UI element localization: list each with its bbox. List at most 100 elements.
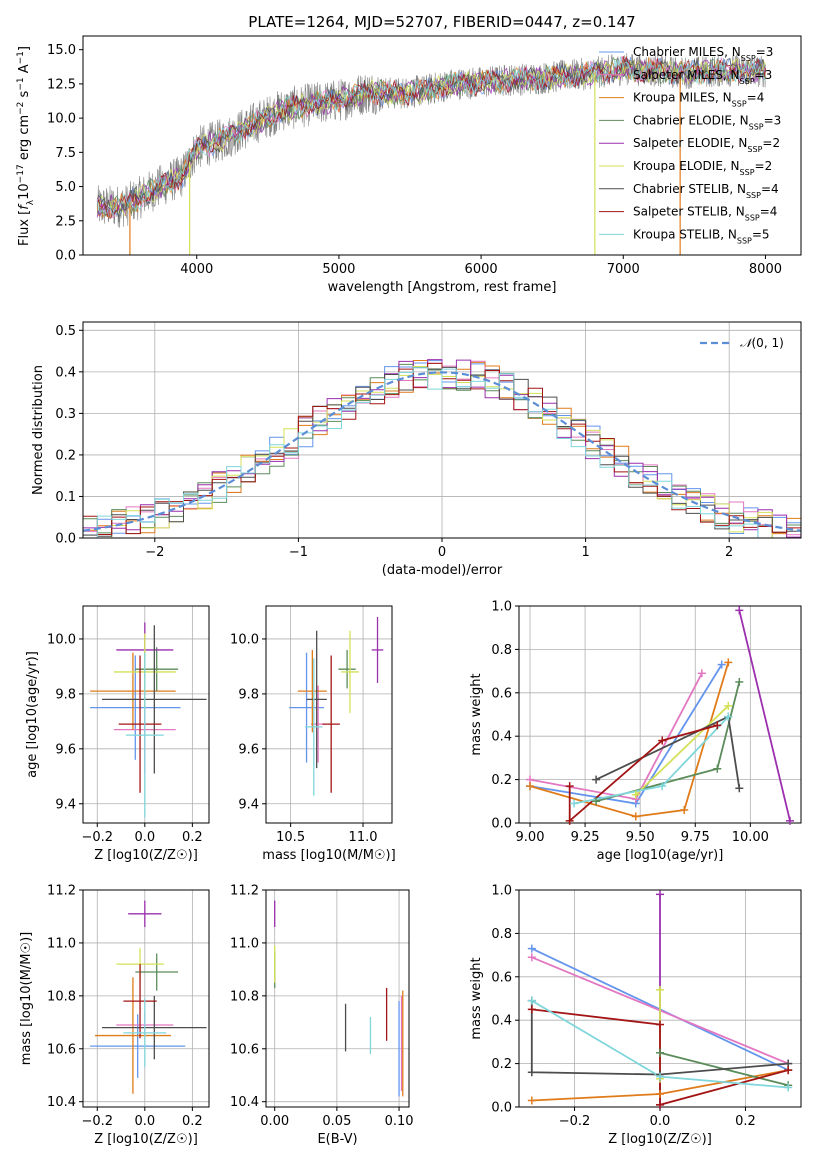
legend-sub: SSP xyxy=(732,99,747,108)
y-label-part: −1 xyxy=(16,51,26,64)
y-tick-label: 10.6 xyxy=(230,1042,259,1057)
y-axis-label: mass weight xyxy=(469,957,484,1039)
legend-value: =3 xyxy=(756,45,774,59)
y-label-part: A xyxy=(17,64,32,77)
plot-area xyxy=(83,359,801,538)
y-tick-label: 15.0 xyxy=(47,43,76,58)
axes-frame xyxy=(82,889,210,1108)
legend-name: Salpeter ELODIE, N xyxy=(633,136,747,150)
y-tick-label: 9.8 xyxy=(238,687,259,702)
y-tick-label: 0.2 xyxy=(491,1057,512,1072)
legend-sub: SSP xyxy=(737,236,752,245)
y-tick-label: 11.2 xyxy=(47,884,76,899)
y-tick-label: 10.8 xyxy=(230,989,259,1004)
y-label-part: −1 xyxy=(16,77,26,90)
x-tick-label: 5000 xyxy=(322,262,355,277)
legend-sub: SSP xyxy=(740,76,755,85)
spectrum-model-line xyxy=(96,59,766,218)
legend-value: (0, 1) xyxy=(752,336,784,350)
x-tick-label: 1 xyxy=(581,545,589,560)
plot-area xyxy=(96,53,766,255)
x-axis-label: E(B-V) xyxy=(317,1132,357,1147)
legend-name: Salpeter MILES, N xyxy=(633,68,740,82)
panel-weight_vs_age: 9.00 9.25 9.50 9.75 10.00 0.0 0.2 0.4 0.6 0.8 1.0 a… xyxy=(469,600,802,863)
panel-age_vs_mass: 10.5 11.0 9.4 9.6 9.8 10.0 mass [log10(M/M☉)] xyxy=(230,605,396,863)
legend-name: Kroupa MILES, N xyxy=(633,91,732,105)
legend-entry: Salpeter ELODIE, NSSP=2 xyxy=(633,136,780,154)
axes-frame xyxy=(82,605,210,824)
y-tick-label: 0.0 xyxy=(55,249,76,264)
x-tick-label: 0.0 xyxy=(134,830,155,845)
x-tick-label: 10.5 xyxy=(276,830,305,845)
y-tick-label: 0.4 xyxy=(491,1014,512,1029)
y-tick-label: 12.5 xyxy=(47,77,76,92)
axes-frame xyxy=(265,605,393,824)
x-axis-label: wavelength [Angstrom, rest frame] xyxy=(328,280,557,295)
y-tick-label: 0.6 xyxy=(491,970,512,985)
y-tick-label: 10.6 xyxy=(47,1042,76,1057)
x-axis-label: mass [log10(M/M☉)] xyxy=(262,848,395,863)
panel-spectrum: 4000 5000 6000 7000 8000 0.0 2.5 5.0 7.5 10.0 12.5… xyxy=(16,13,802,295)
y-label-part: −17 xyxy=(16,164,26,183)
y-tick-label: 9.4 xyxy=(238,797,259,812)
x-tick-label: 0.2 xyxy=(735,1114,756,1129)
x-tick-label: −0.2 xyxy=(81,1114,113,1129)
legend-value: =5 xyxy=(752,227,770,241)
legend-value: =4 xyxy=(747,91,765,105)
legend-entry: Chabrier ELODIE, NSSP=3 xyxy=(633,113,781,130)
legend-value: =3 xyxy=(764,113,782,127)
y-tick-label: 11.2 xyxy=(230,884,259,899)
x-tick-label: 10.00 xyxy=(732,830,769,845)
x-axis-label: Z [log10(Z/Z☉)] xyxy=(94,1132,198,1147)
y-tick-label: 0.4 xyxy=(55,365,76,380)
y-tick-label: 0.4 xyxy=(491,730,512,745)
legend-sub: SSP xyxy=(741,54,756,63)
panel-age_vs_Z: −0.2 0.0 0.2 9.4 9.6 9.8 10.0 Z [log10(Z/Z☉)] ag… xyxy=(25,605,210,863)
y-tick-label: 0.0 xyxy=(491,817,512,832)
legend-value: =2 xyxy=(755,159,773,173)
legend-sub: SSP xyxy=(740,168,755,177)
axes-frame xyxy=(82,35,802,256)
y-tick-label: 0.0 xyxy=(55,532,76,547)
legend-entry: Kroupa ELODIE, NSSP=2 xyxy=(633,159,772,177)
x-axis-label: Z [log10(Z/Z☉)] xyxy=(94,848,198,863)
x-tick-label: 4000 xyxy=(180,262,213,277)
y-tick-label: 10.8 xyxy=(47,989,76,1004)
legend-entry: Chabrier MILES, NSSP=3 xyxy=(633,45,773,63)
x-tick-label: 2 xyxy=(725,545,733,560)
x-tick-label: −1 xyxy=(289,545,308,560)
y-tick-label: 9.6 xyxy=(238,742,259,757)
y-label-part: f xyxy=(17,203,32,210)
y-tick-label: 11.0 xyxy=(47,936,76,951)
x-tick-label: 0 xyxy=(438,545,446,560)
x-tick-label: 0.0 xyxy=(134,1114,155,1129)
y-tick-label: 0.8 xyxy=(491,927,512,942)
y-tick-label: 2.5 xyxy=(55,214,76,229)
y-label-part: −2 xyxy=(16,102,26,115)
legend-entry: 𝒩(0, 1) xyxy=(740,336,784,350)
panel-residuals: −2 −1 0 1 2 0.0 0.1 0.2 0.3 0.4 0.5 (data-model)/er… xyxy=(31,321,802,578)
y-axis-label: Flux [fλ10−17 erg cm−2 s−1 A−1] xyxy=(16,46,36,246)
y-tick-label: 0.2 xyxy=(491,773,512,788)
y-tick-label: 10.0 xyxy=(230,632,259,647)
legend-entry: Kroupa STELIB, NSSP=5 xyxy=(633,227,770,245)
y-tick-label: 0.2 xyxy=(55,448,76,463)
weight-line xyxy=(573,716,729,805)
legend-sub: SSP xyxy=(745,213,760,222)
histogram-step xyxy=(83,359,801,538)
x-tick-label: 9.00 xyxy=(516,830,545,845)
y-tick-label: 10.0 xyxy=(47,112,76,127)
weight-line xyxy=(530,1000,789,1076)
legend-name: Salpeter STELIB, N xyxy=(633,205,745,219)
x-tick-label: 11.0 xyxy=(349,830,378,845)
y-tick-label: 0.1 xyxy=(55,490,76,505)
y-axis-label: mass weight xyxy=(469,673,484,755)
chart-title: PLATE=1264, MJD=52707, FIBERID=0447, z=0… xyxy=(248,13,635,31)
legend-value: =3 xyxy=(755,68,773,82)
y-tick-label: 9.4 xyxy=(55,797,76,812)
spectrum-model-line xyxy=(96,56,766,217)
y-tick-label: 10.4 xyxy=(230,1095,259,1110)
y-tick-label: 10.4 xyxy=(47,1095,76,1110)
panel-mass_vs_ebv: 0.00 0.05 0.10 10.4 10.6 10.8 11.0 11.2 E(B-V) xyxy=(230,884,413,1148)
x-tick-label: 7000 xyxy=(607,262,640,277)
